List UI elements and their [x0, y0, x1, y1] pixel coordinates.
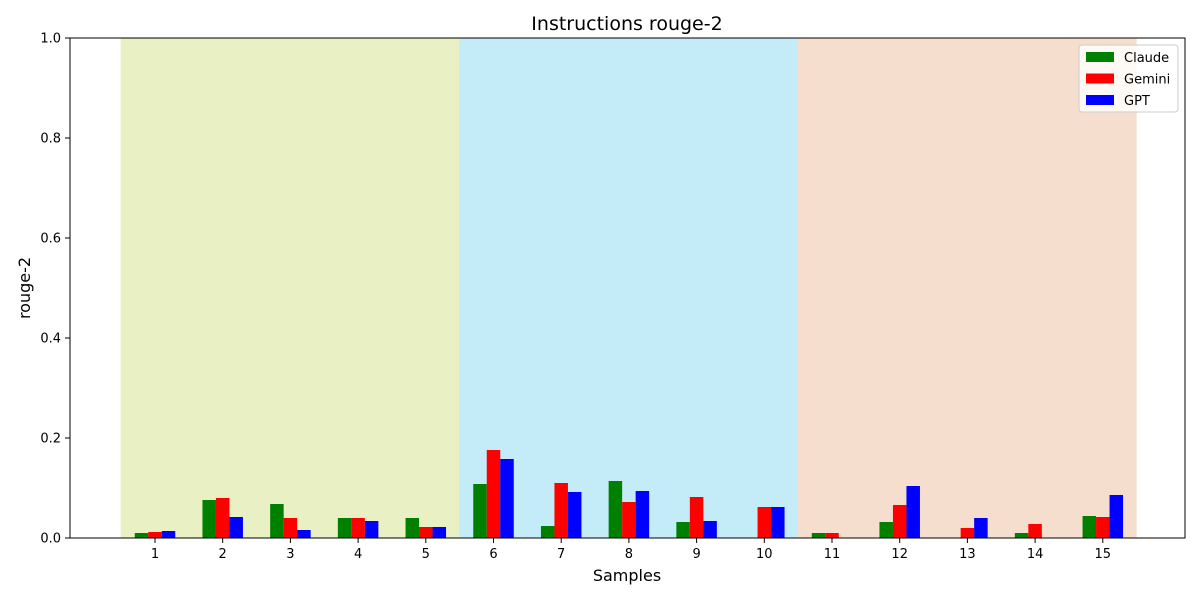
x-tick-label: 13	[959, 547, 976, 562]
bar-gemini-3	[283, 518, 298, 538]
bar-gpt-5	[432, 527, 447, 538]
y-axis-label: rouge-2	[15, 257, 34, 319]
x-tick-label: 11	[824, 547, 841, 562]
bar-gpt-2	[229, 517, 243, 538]
x-tick-label: 6	[489, 547, 497, 562]
x-tick-label: 15	[1095, 547, 1112, 562]
legend-swatch-claude	[1086, 52, 1114, 62]
bar-gemini-6	[486, 450, 501, 538]
chart-title: Instructions rouge-2	[531, 13, 722, 35]
x-tick-label: 9	[692, 547, 700, 562]
x-tick-label: 12	[891, 547, 908, 562]
legend: Claude Gemini GPT	[1078, 44, 1179, 113]
bar-claude-2	[202, 500, 216, 538]
x-tick-label: 4	[354, 547, 362, 562]
bar-gemini-7	[554, 483, 568, 538]
x-tick-label: 14	[1027, 547, 1044, 562]
bar-claude-7	[540, 526, 555, 538]
bar-gpt-6	[500, 459, 514, 538]
bar-gemini-1	[148, 532, 162, 538]
bar-gpt-12	[906, 486, 920, 538]
bar-gemini-11	[825, 533, 839, 538]
bar-gpt-15	[1109, 495, 1124, 538]
y-tick-label: 0.0	[40, 532, 61, 547]
bar-claude-5	[405, 518, 420, 538]
x-tick-label: 2	[219, 547, 227, 562]
bar-claude-11	[811, 533, 826, 538]
background-band-1	[120, 38, 460, 538]
plot-frame	[69, 37, 1186, 539]
bar-gemini-14	[1028, 524, 1042, 538]
bar-claude-14	[1014, 533, 1029, 538]
bar-claude-3	[270, 504, 284, 538]
x-tick-label: 8	[625, 547, 633, 562]
bar-gemini-10	[757, 507, 772, 538]
bars-layer	[134, 450, 1124, 538]
legend-swatch-gpt	[1086, 95, 1114, 105]
bar-gpt-3	[297, 530, 311, 538]
bar-gpt-7	[567, 492, 582, 538]
bar-claude-9	[676, 522, 690, 538]
bar-gemini-12	[892, 505, 907, 538]
bar-claude-8	[608, 481, 623, 538]
background-band-3	[797, 38, 1137, 538]
y-tick-label: 0.6	[40, 232, 61, 247]
bar-gemini-9	[689, 497, 704, 538]
bar-claude-12	[879, 522, 893, 538]
x-axis-label: Samples	[593, 566, 661, 585]
bar-gpt-9	[703, 521, 717, 538]
bar-gemini-8	[622, 502, 636, 538]
bar-gemini-4	[351, 518, 365, 538]
legend-swatch-gemini	[1086, 73, 1114, 84]
axes: 0.00.20.40.60.81.01 2 3 4 5 6 7 8 9 10 11 12 13 14 15	[40, 32, 1186, 562]
bar-claude-1	[134, 533, 149, 538]
legend-label-gemini: Gemini	[1124, 73, 1170, 88]
y-tick-label: 0.4	[40, 332, 61, 347]
bar-gemini-13	[960, 528, 975, 538]
bar-claude-15	[1082, 516, 1097, 538]
y-tick-label: 0.2	[40, 432, 61, 447]
legend-label-gpt: GPT	[1124, 94, 1150, 109]
bar-gpt-1	[161, 531, 176, 538]
bar-gpt-13	[974, 518, 988, 538]
x-tick-label: 3	[286, 547, 294, 562]
background-band-2	[459, 38, 799, 538]
bar-gpt-8	[635, 491, 650, 538]
y-tick-label: 0.8	[40, 132, 61, 147]
background-bands	[120, 38, 1137, 538]
bar-claude-6	[473, 484, 487, 538]
x-tick-label: 1	[151, 547, 159, 562]
legend-label-claude: Claude	[1124, 51, 1169, 66]
bar-gemini-5	[419, 527, 433, 538]
x-tick-label: 5	[422, 547, 430, 562]
bar-claude-4	[337, 518, 352, 538]
bar-gpt-4	[364, 521, 379, 538]
y-tick-label: 1.0	[40, 32, 61, 47]
x-tick-label: 7	[557, 547, 565, 562]
bar-gpt-10	[771, 507, 785, 538]
x-tick-label: 10	[756, 547, 773, 562]
bar-gemini-15	[1096, 517, 1110, 538]
bar-gemini-2	[215, 498, 230, 538]
